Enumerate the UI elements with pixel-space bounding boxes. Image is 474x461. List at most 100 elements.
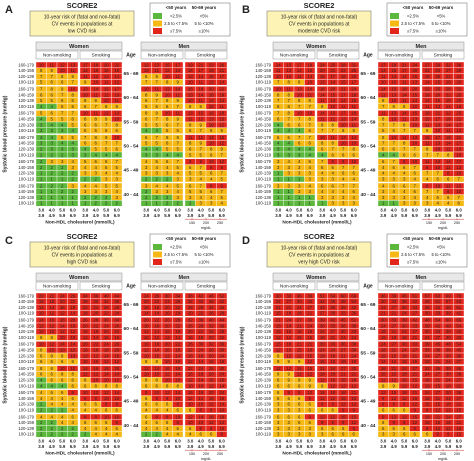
risk-value: 11 — [297, 74, 302, 79]
risk-value: 18 — [175, 348, 180, 353]
legend-box — [386, 2, 468, 37]
risk-value: 2 — [40, 147, 43, 152]
chol-from-label: 3.0 — [424, 207, 431, 212]
risk-value: 8 — [342, 128, 345, 133]
risk-value: 6 — [210, 432, 213, 437]
risk-value: 3 — [145, 171, 148, 176]
risk-value: 7 — [353, 183, 356, 188]
risk-value: 20 — [144, 299, 149, 304]
age-group-label: 60 - 64 — [124, 326, 139, 332]
risk-value: 24 — [144, 293, 149, 298]
risk-value: 39 — [351, 342, 356, 347]
risk-value: 10 — [188, 80, 193, 85]
risk-value: 24 — [381, 323, 386, 328]
risk-value: 6 — [414, 189, 417, 194]
legend-swatch — [390, 259, 399, 265]
risk-cell — [216, 151, 228, 158]
risk-cell — [216, 358, 228, 365]
risk-value: 8 — [277, 92, 280, 97]
risk-value: 4 — [309, 165, 312, 170]
risk-value: 3 — [72, 152, 75, 157]
risk-value: 51 — [435, 299, 440, 304]
risk-value: 7 — [414, 147, 417, 152]
risk-value: 4 — [95, 165, 98, 170]
risk-value: 18 — [341, 359, 346, 364]
risk-value: 8 — [403, 122, 406, 127]
risk-cell — [304, 200, 316, 207]
risk-value: 45 — [341, 318, 346, 323]
risk-value: 10 — [209, 141, 214, 146]
bp-label: 140-159 — [18, 117, 34, 122]
risk-value: 54 — [456, 342, 461, 347]
age-group-label: 60 - 64 — [124, 95, 139, 101]
risk-value: 6 — [342, 171, 345, 176]
risk-value: 30 — [351, 348, 356, 353]
risk-value: 10 — [175, 378, 180, 383]
risk-value: 16 — [144, 342, 149, 347]
risk-value: 10 — [412, 104, 417, 109]
risk-value: 20 — [60, 299, 65, 304]
risk-value: 20 — [114, 366, 119, 371]
risk-value: 11 — [176, 74, 181, 79]
risk-value: 21 — [320, 366, 325, 371]
risk-value: 2 — [84, 177, 87, 182]
risk-value: 10 — [114, 117, 119, 122]
risk-value: 7 — [61, 111, 64, 116]
risk-value: 30 — [381, 299, 386, 304]
risk-value: 6 — [40, 92, 43, 97]
legend-swatch — [153, 244, 162, 250]
risk-cell — [172, 127, 184, 134]
risk-value: 20 — [456, 80, 461, 85]
risk-value: 20 — [351, 74, 356, 79]
smoking-header-box — [184, 50, 228, 60]
risk-value: 27 — [391, 305, 396, 310]
risk-value: 4 — [61, 141, 64, 146]
risk-value: 3 — [166, 189, 169, 194]
risk-value: 12 — [104, 92, 109, 97]
risk-value: 14 — [154, 329, 159, 334]
risk-value: 4 — [221, 201, 224, 206]
risk-value: 20 — [435, 92, 440, 97]
risk-value: 14 — [154, 348, 159, 353]
risk-value: 17 — [83, 62, 88, 67]
risk-value: 26 — [83, 318, 88, 323]
risk-value: 10 — [104, 98, 109, 103]
risk-value: 14 — [351, 117, 356, 122]
risk-value: 4 — [177, 152, 180, 157]
risk-value: 3 — [145, 152, 148, 157]
risk-value: 21 — [297, 342, 302, 347]
chol-from-label: 3.0 — [319, 438, 326, 443]
risk-value: 3 — [105, 189, 108, 194]
risk-value: 12 — [307, 359, 312, 364]
risk-value: 7 — [72, 111, 75, 116]
risk-value: 14 — [320, 92, 325, 97]
risk-value: 18 — [198, 335, 203, 340]
chol-from-label: 6.0 — [412, 438, 419, 443]
risk-value: 2 — [40, 159, 43, 164]
risk-value: 21 — [381, 311, 386, 316]
chol-to-label: 4.9 — [435, 444, 442, 449]
risk-value: 8 — [105, 383, 108, 388]
panel-subtitle: low CVD risk — [68, 28, 97, 34]
risk-value: 3 — [105, 177, 108, 182]
panel-title: SCORE2 — [67, 232, 98, 241]
risk-value: 1 — [277, 171, 280, 176]
risk-value: 9 — [221, 183, 224, 188]
risk-value: 24 — [219, 372, 224, 377]
risk-value: 12 — [104, 359, 109, 364]
risk-value: 4 — [156, 165, 159, 170]
risk-value: 12 — [435, 426, 440, 431]
chol-to-label: 4.9 — [93, 213, 100, 218]
risk-value: 24 — [320, 329, 325, 334]
risk-value: 7 — [95, 104, 98, 109]
risk-value: 22 — [104, 311, 109, 316]
risk-value: 8 — [353, 147, 356, 152]
risk-value: 12 — [144, 329, 149, 334]
risk-value: 4 — [321, 189, 324, 194]
mgdl-tick-label: 150 — [189, 452, 195, 456]
risk-value: 24 — [425, 372, 430, 377]
risk-value: 14 — [60, 323, 65, 328]
risk-value: 20 — [83, 323, 88, 328]
risk-value: 6 — [332, 183, 335, 188]
risk-value: 3 — [309, 171, 312, 176]
